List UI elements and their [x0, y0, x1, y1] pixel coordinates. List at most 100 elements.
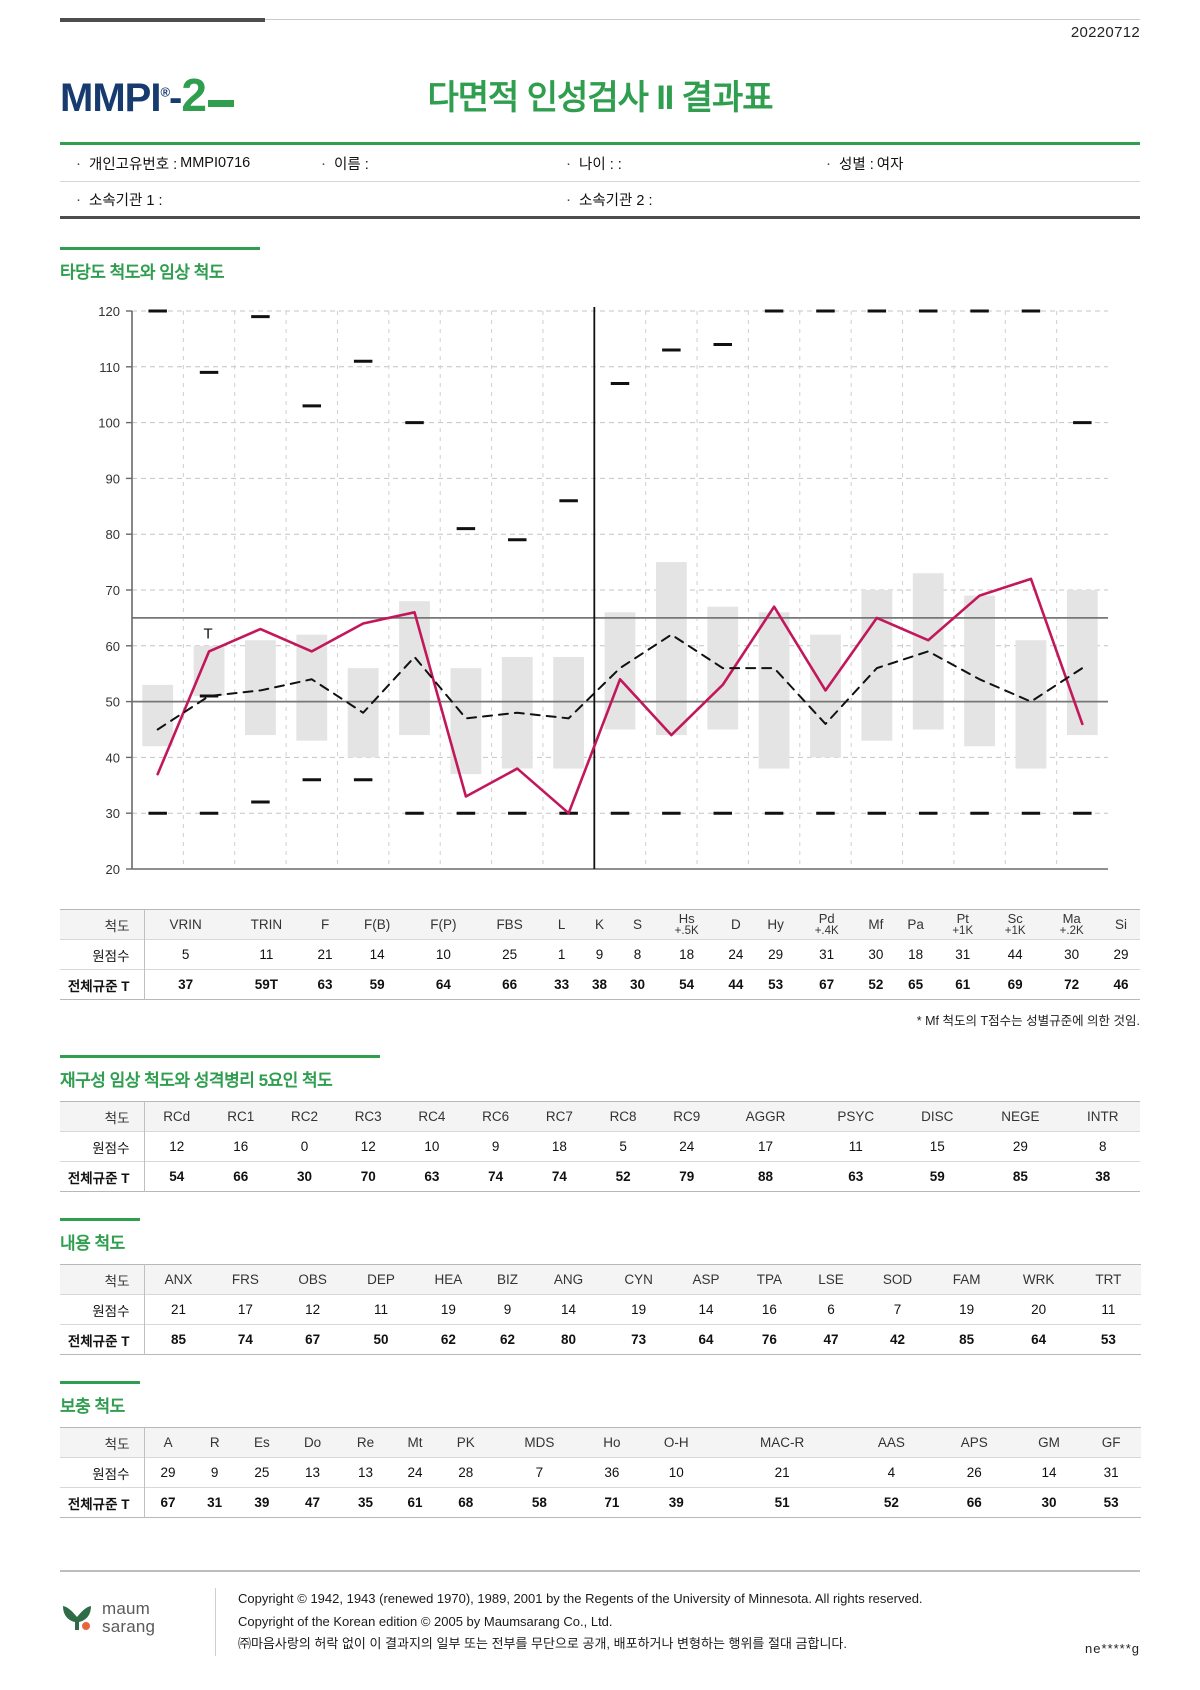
table-cell: 17	[237, 1302, 253, 1317]
table-cell: 11	[259, 947, 274, 962]
section-title: 재구성 임상 척도와 성격병리 5요인 척도	[60, 1071, 333, 1090]
logo-registered-mark: ®	[160, 84, 170, 100]
table-cell: RC9	[654, 1101, 719, 1132]
row-label: 전체규준 T	[60, 1161, 145, 1192]
table-cell: 18	[551, 1139, 567, 1154]
table-cell: K	[580, 909, 619, 940]
table-cell: SOD	[862, 1264, 933, 1295]
table-cell: RC7	[527, 1101, 592, 1132]
table-cell: 24	[407, 1465, 423, 1480]
supplementary-scales-table: 척도 A R Es Do Re Mt PK MDS Ho O-H MAC-R AAS APS GM GF 원점수…	[60, 1427, 1140, 1518]
table-cell: PSYC	[812, 1101, 900, 1132]
table-cell: Hs +.5K	[656, 909, 717, 940]
table-cell: 50	[373, 1332, 389, 1347]
svg-text:20: 20	[106, 862, 120, 877]
table-cell: GF	[1082, 1427, 1140, 1458]
table-cell: APS	[932, 1427, 1016, 1458]
table-cell: Mt	[392, 1427, 439, 1458]
table-cell: RCd	[144, 1101, 209, 1132]
table-cell: Sc +1K	[988, 909, 1042, 940]
bullet-icon: ·	[566, 190, 571, 208]
table-row-raw: 원점수 21 17 12 11 19 9 14 19 14 16 6 7 19 20 11	[60, 1294, 1140, 1325]
table-cell: NEGE	[975, 1101, 1066, 1132]
table-cell: 7	[893, 1302, 902, 1317]
table-cell: 19	[440, 1302, 456, 1317]
table-cell: ANG	[533, 1264, 605, 1295]
table-row-raw: 원점수 12 16 0 12 10 9 18 5 24 17 11 15 29 8	[60, 1131, 1140, 1162]
table-cell: PK	[438, 1427, 494, 1458]
table-cell: 15	[929, 1139, 945, 1154]
table-cell: DISC	[899, 1101, 976, 1132]
table-cell: 29	[1012, 1139, 1028, 1154]
table-cell: 29	[160, 1465, 176, 1480]
table-cell: 61	[955, 977, 971, 992]
table-cell: 30	[868, 947, 884, 962]
table-row-tscore: 전체규준 T 85 74 67 50 62 62 80 73 64 76 47 42 85 64 53	[60, 1324, 1140, 1355]
section-supplementary-scales: 보충 척도 척도 A R Es Do Re Mt PK MDS Ho O-H MAC-R AAS APS G…	[60, 1381, 1140, 1518]
info-row-org: · 소속기관 1 : · 소속기관 2 :	[60, 182, 1140, 219]
section-heading: 내용 척도	[60, 1218, 140, 1254]
logo-text: MMPI	[60, 76, 161, 120]
page-title: 다면적 인성검사 II 결과표	[427, 79, 773, 117]
table-cell: Ho	[585, 1427, 639, 1458]
table-cell: 67	[160, 1495, 176, 1510]
row-label: 척도	[60, 1427, 145, 1458]
section-title: 내용 척도	[60, 1234, 125, 1253]
copyright-line-1: Copyright © 1942, 1943 (renewed 1970), 1…	[238, 1590, 923, 1606]
masthead: MMPI®-2 다면적 인성검사 II 결과표	[60, 54, 1140, 142]
table-cell: MDS	[493, 1427, 586, 1458]
table-cell: 71	[604, 1495, 620, 1510]
maumsarang-logo: maum sarang	[60, 1588, 215, 1636]
info-org2: · 소속기관 2 :	[550, 189, 656, 210]
brand-line-2: sarang	[102, 1616, 156, 1636]
svg-text:T: T	[203, 626, 212, 643]
table-cell: 65	[908, 977, 924, 992]
table-cell: 68	[458, 1495, 474, 1510]
info-id: · 개인고유번호 : MMPI0716	[60, 153, 305, 174]
table-cell: 62	[440, 1332, 456, 1347]
table-cell: VRIN	[144, 909, 227, 940]
rc-psy5-table-wrap: 척도 RCd RC1 RC2 RC3 RC4 RC6 RC7 RC8 RC9 AGGR PSYC DIS…	[60, 1101, 1140, 1192]
row-label: 전체규준 T	[60, 1487, 145, 1518]
table-cell: TRIN	[226, 909, 307, 940]
maumsarang-wordmark: maum sarang	[102, 1599, 156, 1636]
sex-value: 여자	[876, 156, 904, 173]
table-cell: 7	[535, 1465, 544, 1480]
table-cell: 66	[966, 1495, 982, 1510]
row-label: 척도	[60, 1264, 145, 1295]
table-cell: Pa	[894, 909, 937, 940]
copyright-line-2: Copyright of the Korean edition © 2005 b…	[238, 1613, 613, 1629]
copyright-block: Copyright © 1942, 1943 (renewed 1970), 1…	[215, 1587, 923, 1656]
table-cell: 17	[758, 1139, 774, 1154]
table-cell: 38	[1095, 1169, 1111, 1184]
bullet-icon: ·	[321, 154, 326, 172]
table-header-row: 척도 ANX FRS OBS DEP HEA BIZ ANG CYN ASP TPA LSE SOD FA…	[60, 1264, 1140, 1295]
table-cell: 66	[233, 1169, 249, 1184]
table-cell: OBS	[278, 1264, 348, 1295]
info-age: · 나이 : :	[550, 153, 810, 174]
table-cell: 51	[774, 1495, 790, 1510]
table-cell: 37	[178, 977, 194, 992]
table-cell: 10	[424, 1139, 440, 1154]
table-cell: GM	[1015, 1427, 1083, 1458]
table-cell: 59	[929, 1169, 945, 1184]
top-accent-bar	[60, 18, 265, 22]
table-cell: 61	[407, 1495, 423, 1510]
svg-text:40: 40	[106, 750, 120, 765]
table-cell: 53	[1100, 1332, 1116, 1347]
org2-label: 소속기관 2 :	[579, 192, 653, 209]
section-accent-bar	[60, 247, 260, 250]
table-cell: 31	[1103, 1465, 1119, 1480]
profile-chart: 20 30 40 50 60 70 80 90 100 110 120 T	[60, 299, 1140, 899]
row-label: 원점수	[60, 1131, 145, 1162]
table-cell: 64	[1031, 1332, 1047, 1347]
bullet-icon: ·	[76, 154, 81, 172]
section-accent-bar	[60, 1055, 380, 1058]
table-header-row: 척도 RCd RC1 RC2 RC3 RC4 RC6 RC7 RC8 RC9 AGGR PSYC DIS…	[60, 1101, 1140, 1132]
table-cell: 59	[369, 977, 385, 992]
table-cell: 53	[1103, 1495, 1119, 1510]
table-cell: S	[618, 909, 657, 940]
table-cell: RC6	[463, 1101, 528, 1132]
table-cell: 13	[358, 1465, 374, 1480]
table-cell: 54	[679, 977, 695, 992]
